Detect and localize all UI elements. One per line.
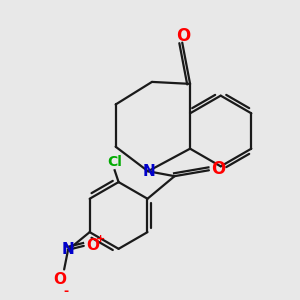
Text: N: N (62, 242, 74, 257)
Text: O: O (176, 27, 190, 45)
Text: -: - (64, 285, 69, 298)
Text: Cl: Cl (107, 155, 122, 170)
Text: +: + (96, 234, 105, 244)
Text: N: N (142, 164, 155, 179)
Text: O: O (211, 160, 225, 178)
Text: O: O (54, 272, 67, 287)
Text: O: O (86, 238, 99, 253)
